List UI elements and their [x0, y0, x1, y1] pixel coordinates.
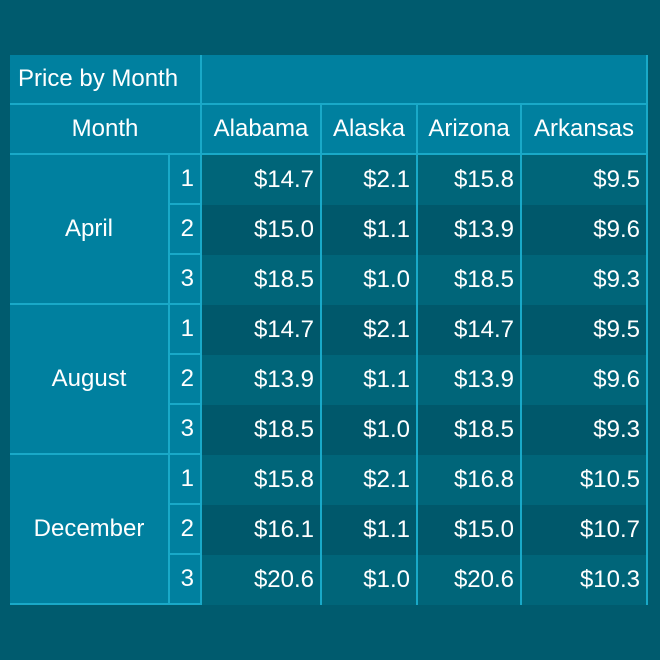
table-cell-arizona: $13.9 [418, 205, 522, 255]
sub-index: 1 [170, 305, 202, 355]
title-spacer [202, 55, 648, 105]
table-cell-alabama: $16.1 [202, 505, 322, 555]
month-label-december: December [10, 455, 170, 605]
column-header-arkansas: Arkansas [522, 105, 648, 155]
month-label-april: April [10, 155, 170, 305]
sub-index: 3 [170, 255, 202, 305]
table-cell-arizona: $18.5 [418, 255, 522, 305]
column-header-alabama: Alabama [202, 105, 322, 155]
table-cell-arkansas: $10.3 [522, 555, 648, 605]
sub-index: 1 [170, 455, 202, 505]
table-cell-alabama: $14.7 [202, 305, 322, 355]
table-cell-alabama: $13.9 [202, 355, 322, 405]
table-cell-alaska: $1.1 [322, 205, 418, 255]
table-cell-alaska: $1.1 [322, 355, 418, 405]
table-cell-alaska: $2.1 [322, 305, 418, 355]
table-cell-arkansas: $9.6 [522, 355, 648, 405]
table-cell-arkansas: $9.3 [522, 255, 648, 305]
table-cell-alaska: $2.1 [322, 155, 418, 205]
table-cell-alabama: $20.6 [202, 555, 322, 605]
column-header-arizona: Arizona [418, 105, 522, 155]
price-table: Price by Month Month Alabama Alaska Arizon… [10, 55, 648, 605]
sub-index: 2 [170, 505, 202, 555]
table-cell-alabama: $15.8 [202, 455, 322, 505]
sub-index: 3 [170, 405, 202, 455]
sub-index: 1 [170, 155, 202, 205]
table-cell-arizona: $20.6 [418, 555, 522, 605]
table-cell-arizona: $15.0 [418, 505, 522, 555]
sub-index: 2 [170, 355, 202, 405]
table-cell-arkansas: $9.3 [522, 405, 648, 455]
table-cell-alabama: $14.7 [202, 155, 322, 205]
table-cell-alabama: $15.0 [202, 205, 322, 255]
column-header-alaska: Alaska [322, 105, 418, 155]
table-title: Price by Month [10, 55, 202, 105]
table-cell-arizona: $18.5 [418, 405, 522, 455]
sub-index: 3 [170, 555, 202, 605]
table-cell-alabama: $18.5 [202, 255, 322, 305]
table-cell-arizona: $14.7 [418, 305, 522, 355]
table-cell-alaska: $1.0 [322, 555, 418, 605]
table-cell-arizona: $13.9 [418, 355, 522, 405]
table-cell-arkansas: $9.5 [522, 305, 648, 355]
table-cell-arkansas: $10.5 [522, 455, 648, 505]
table-cell-arkansas: $10.7 [522, 505, 648, 555]
table-cell-arkansas: $9.5 [522, 155, 648, 205]
table-cell-alabama: $18.5 [202, 405, 322, 455]
table-cell-arizona: $15.8 [418, 155, 522, 205]
table-cell-alaska: $1.0 [322, 255, 418, 305]
table-cell-arizona: $16.8 [418, 455, 522, 505]
month-header: Month [10, 105, 202, 155]
table-cell-alaska: $1.1 [322, 505, 418, 555]
sub-index: 2 [170, 205, 202, 255]
table-cell-arkansas: $9.6 [522, 205, 648, 255]
month-label-august: August [10, 305, 170, 455]
table-cell-alaska: $2.1 [322, 455, 418, 505]
table-cell-alaska: $1.0 [322, 405, 418, 455]
